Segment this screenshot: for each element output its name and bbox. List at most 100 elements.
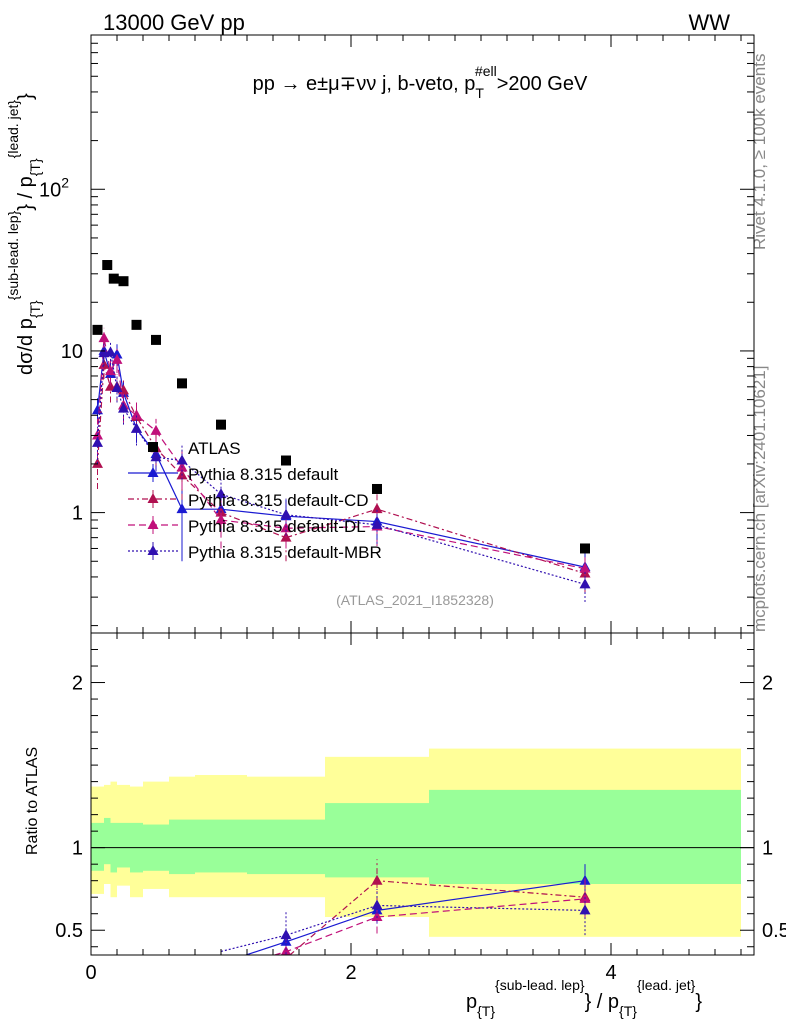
y-tick-label: 10 xyxy=(61,341,83,363)
y-axis-label-mid: } / p xyxy=(15,176,37,210)
legend-label: Pythia 8.315 default-CD xyxy=(188,491,369,510)
data-point xyxy=(108,273,119,284)
x-axis-label-sub2: {T} xyxy=(619,1003,637,1019)
data-point xyxy=(177,378,187,389)
x-axis-label-p1: p xyxy=(466,991,477,1013)
legend-label: Pythia 8.315 default-DL xyxy=(188,517,366,536)
series-line-2 xyxy=(96,338,586,570)
series-point-3 xyxy=(150,451,162,462)
uncertainty-band-green xyxy=(195,819,247,873)
series-point-3 xyxy=(371,518,383,529)
y-axis-label-end: } xyxy=(15,93,37,100)
main-frame: 1 10 102 xyxy=(39,34,755,645)
uncertainty-band-green xyxy=(247,819,325,875)
series-point-0 xyxy=(176,503,188,514)
x-tick-label: 0 xyxy=(85,962,96,984)
main-panel xyxy=(92,260,591,602)
legend-label: ATLAS xyxy=(188,439,241,458)
series-point-0 xyxy=(92,404,103,415)
x-axis-label-sup1: {sub-lead. lep} xyxy=(495,977,585,993)
data-point xyxy=(102,260,113,271)
uncertainty-band-green xyxy=(104,817,111,865)
x-axis-label-end: } xyxy=(695,991,702,1013)
plot-title-main: pp → e±μ∓νν j, b-veto, p xyxy=(253,73,476,95)
series-point-3 xyxy=(111,381,123,392)
series-line-1 xyxy=(96,364,586,575)
ratio-point-1 xyxy=(371,874,383,885)
data-point xyxy=(131,319,142,330)
ratio-tick-label-right: 2 xyxy=(762,673,773,695)
ratio-frame: 0 2 4 0.5 0.5 1 1 2 2 xyxy=(55,632,786,984)
data-point xyxy=(216,419,226,430)
data-point xyxy=(151,334,161,345)
series-point-3 xyxy=(280,508,292,519)
series-point-3 xyxy=(118,402,129,413)
legend-marker xyxy=(147,493,159,503)
series-point-1 xyxy=(371,503,383,514)
x-axis-label-sub1: {T} xyxy=(477,1003,495,1019)
x-axis-label-mid: } / p xyxy=(585,991,619,1013)
ratio-tick-label: 0.5 xyxy=(55,920,83,942)
x-tick-label: 2 xyxy=(345,962,356,984)
ratio-tick-label: 2 xyxy=(72,673,83,695)
y-axis-label: dσ/d p{T}{sub-lead. lep}} / p{T}{lead. j… xyxy=(5,93,43,375)
legend-label: Pythia 8.315 default-MBR xyxy=(188,543,382,562)
x-tick-label: 4 xyxy=(605,962,616,984)
series-point-2 xyxy=(150,424,162,435)
uncertainty-band-green xyxy=(117,822,130,868)
legend-marker xyxy=(147,545,159,555)
plot-title-sub: T xyxy=(475,85,484,101)
series-point-2 xyxy=(105,365,116,376)
series-point-3 xyxy=(579,578,591,589)
y-axis-label-sup2: {lead. jet} xyxy=(5,100,21,159)
legend-marker-data xyxy=(148,442,158,452)
ratio-line-3 xyxy=(220,904,586,953)
series-point-2 xyxy=(215,513,227,524)
ratio-tick-label: 1 xyxy=(72,838,83,860)
series-point-2 xyxy=(579,562,591,573)
ratio-y-axis-label: Ratio to ATLAS xyxy=(24,747,41,855)
data-point xyxy=(580,543,590,554)
ratio-line-1 xyxy=(288,880,586,955)
energy-label: 13000 GeV pp xyxy=(103,10,245,35)
y-axis-label-a: dσ/d p xyxy=(15,318,37,375)
y-axis-label-sup1: {sub-lead. lep} xyxy=(5,210,21,300)
series-point-2 xyxy=(131,409,142,420)
series-point-3 xyxy=(176,454,188,465)
y-tick-label: 1 xyxy=(72,503,83,525)
uncertainty-band-green xyxy=(91,822,104,871)
ratio-line-0 xyxy=(244,880,586,955)
y-tick-label-exp: 2 xyxy=(61,174,69,190)
data-point xyxy=(281,455,291,466)
uncertainty-band-green xyxy=(325,803,429,878)
x-axis-label-sup2: {lead. jet} xyxy=(637,977,696,993)
plot-title: pp → e±μ∓νν j, b-veto, pT #ell>200 GeV xyxy=(253,63,588,101)
legend: ATLAS Pythia 8.315 default Pythia 8.315 de… xyxy=(128,439,382,562)
ratio-point-2 xyxy=(280,945,292,955)
data-point xyxy=(372,483,382,494)
ratio-point-3 xyxy=(579,904,591,915)
uncertainty-band-green xyxy=(169,819,195,875)
legend-marker xyxy=(147,519,159,529)
mcplots-label: mcplots.cern.ch [arXiv:2401.10621] xyxy=(750,366,769,632)
y-axis-label-sub2: {T} xyxy=(27,158,43,176)
ratio-frame-border xyxy=(90,632,755,956)
y-tick-label: 102 xyxy=(39,174,69,201)
series-point-3 xyxy=(215,488,227,499)
series-point-2 xyxy=(111,353,123,364)
data-point xyxy=(118,276,129,287)
ratio-line-2 xyxy=(272,898,586,955)
x-axis-label: p{T}{sub-lead. lep}} / p{T}{lead. jet}} xyxy=(466,977,702,1019)
series-point-3 xyxy=(105,346,116,357)
y-axis-label-sub1: {T} xyxy=(27,300,43,318)
legend-marker xyxy=(147,467,159,477)
analysis-label: (ATLAS_2021_I1852328) xyxy=(336,592,494,608)
ratio-point-3 xyxy=(280,929,292,940)
plot-title-sup: #ell xyxy=(475,63,497,79)
plot-title-tail: >200 GeV xyxy=(497,73,588,95)
ratio-panel xyxy=(91,748,754,955)
series-point-2 xyxy=(98,332,110,343)
legend-label: Pythia 8.315 default xyxy=(188,465,339,484)
ratio-tick-label-right: 1 xyxy=(762,838,773,860)
